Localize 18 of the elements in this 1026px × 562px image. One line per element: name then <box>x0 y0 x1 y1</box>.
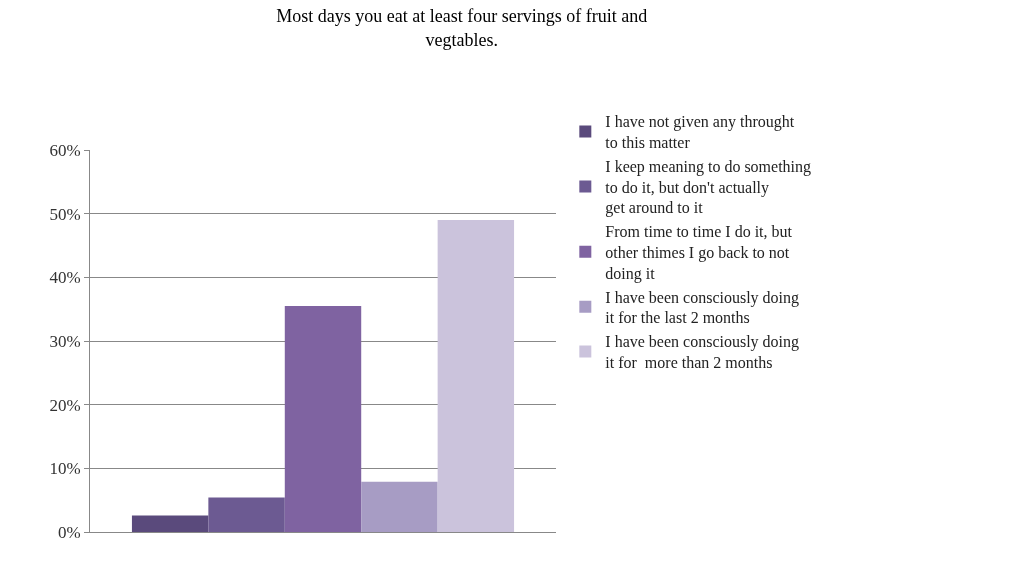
legend-label: I have been consciously doing it for more than 2 months <box>605 333 804 372</box>
y-tick-label: 30% <box>49 331 81 351</box>
legend-label: I keep meaning to do something to do it, but don't actually get around to it <box>605 157 812 218</box>
legend-label: I have not given any throught to this matter <box>605 113 799 152</box>
chart-title: Most days you eat at least four servings of fruit and vegtables. <box>276 6 648 50</box>
y-tick-label: 20% <box>49 395 81 415</box>
bar <box>131 515 209 532</box>
y-tick-label: 10% <box>49 459 81 479</box>
legend-label: From time to time I do it, but other thimes I go back to not doing it <box>605 223 793 283</box>
bar <box>284 305 362 532</box>
y-tick-label: 0% <box>57 522 81 542</box>
y-tick-label: 40% <box>49 268 81 288</box>
bar <box>437 220 515 532</box>
y-tick-label: 50% <box>49 204 81 224</box>
bar <box>361 481 438 532</box>
y-tick-label: 60% <box>49 140 81 160</box>
bar <box>208 497 285 532</box>
legend-label: I have been consciously doing it for the last 2 months <box>605 288 804 327</box>
